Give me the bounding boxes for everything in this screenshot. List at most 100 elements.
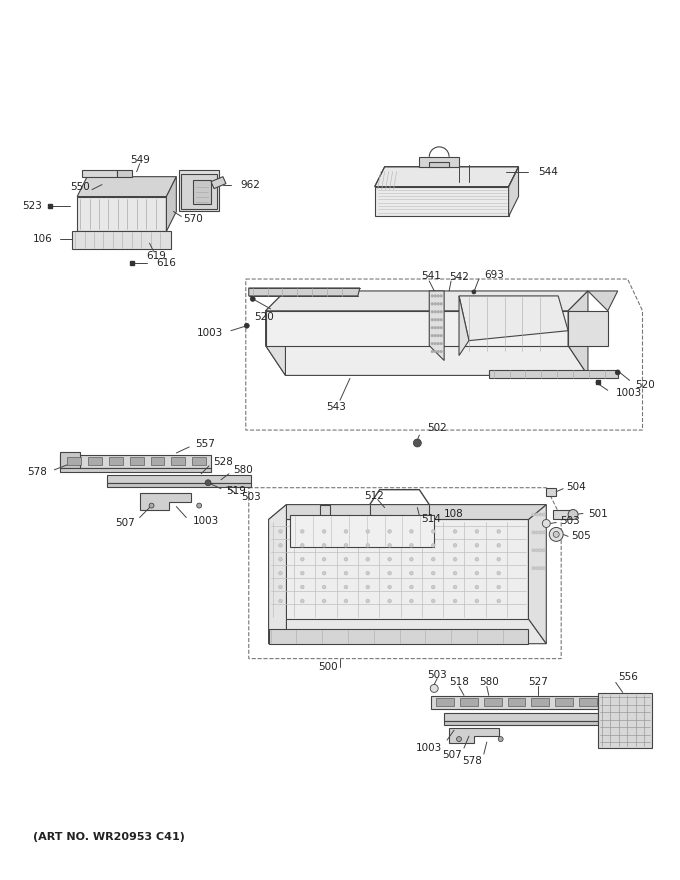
- Circle shape: [475, 599, 479, 603]
- Polygon shape: [375, 166, 519, 187]
- Text: 557: 557: [195, 439, 215, 449]
- Polygon shape: [290, 515, 435, 547]
- Circle shape: [279, 557, 282, 561]
- Circle shape: [149, 503, 154, 508]
- Text: 507: 507: [442, 750, 462, 760]
- Polygon shape: [266, 291, 588, 311]
- Circle shape: [497, 557, 500, 561]
- Circle shape: [434, 342, 437, 345]
- Circle shape: [454, 544, 457, 547]
- Polygon shape: [107, 475, 251, 483]
- Circle shape: [434, 295, 437, 297]
- Circle shape: [554, 532, 559, 538]
- Polygon shape: [429, 291, 444, 361]
- Circle shape: [301, 585, 304, 589]
- Polygon shape: [320, 504, 330, 519]
- Circle shape: [344, 557, 347, 561]
- Circle shape: [244, 323, 250, 328]
- Polygon shape: [139, 493, 191, 510]
- Circle shape: [434, 319, 437, 321]
- Polygon shape: [420, 157, 459, 166]
- Circle shape: [279, 544, 282, 547]
- Polygon shape: [489, 370, 617, 378]
- FancyBboxPatch shape: [507, 699, 526, 707]
- Text: 544: 544: [539, 166, 558, 177]
- Text: 519: 519: [226, 486, 245, 495]
- Text: (ART NO. WR20953 C41): (ART NO. WR20953 C41): [33, 832, 184, 842]
- Circle shape: [535, 531, 539, 534]
- Circle shape: [535, 567, 539, 569]
- Circle shape: [539, 567, 542, 569]
- Polygon shape: [588, 291, 617, 311]
- Circle shape: [437, 342, 439, 345]
- FancyBboxPatch shape: [67, 457, 81, 465]
- FancyBboxPatch shape: [150, 457, 165, 465]
- Circle shape: [388, 557, 392, 561]
- Circle shape: [430, 685, 438, 693]
- Circle shape: [431, 303, 433, 305]
- Circle shape: [454, 599, 457, 603]
- Text: 503: 503: [241, 492, 260, 502]
- Circle shape: [440, 303, 443, 305]
- Circle shape: [388, 530, 392, 533]
- Text: 578: 578: [27, 466, 48, 477]
- Circle shape: [301, 557, 304, 561]
- Text: 619: 619: [147, 251, 167, 261]
- Circle shape: [454, 585, 457, 589]
- Circle shape: [344, 599, 347, 603]
- Circle shape: [532, 567, 535, 569]
- Text: 1003: 1003: [416, 743, 442, 753]
- Polygon shape: [61, 455, 211, 468]
- Ellipse shape: [568, 510, 578, 519]
- Polygon shape: [269, 519, 528, 619]
- Circle shape: [409, 585, 413, 589]
- Text: 504: 504: [566, 481, 586, 492]
- Polygon shape: [77, 196, 167, 231]
- Circle shape: [475, 585, 479, 589]
- Circle shape: [535, 513, 539, 516]
- Circle shape: [454, 571, 457, 575]
- Circle shape: [431, 585, 435, 589]
- Polygon shape: [528, 504, 546, 643]
- Circle shape: [543, 531, 545, 534]
- Polygon shape: [568, 291, 588, 376]
- Circle shape: [472, 290, 476, 294]
- Text: 502: 502: [427, 423, 447, 433]
- Circle shape: [388, 585, 392, 589]
- FancyBboxPatch shape: [88, 457, 102, 465]
- Text: 503: 503: [427, 670, 447, 679]
- Text: 550: 550: [70, 181, 90, 192]
- Polygon shape: [61, 468, 211, 472]
- Polygon shape: [211, 177, 226, 188]
- Circle shape: [440, 342, 443, 345]
- Text: 542: 542: [449, 272, 469, 282]
- Text: 543: 543: [326, 402, 346, 412]
- Circle shape: [440, 326, 443, 329]
- Circle shape: [535, 549, 539, 552]
- Text: 556: 556: [617, 672, 638, 683]
- Polygon shape: [444, 714, 598, 722]
- Circle shape: [388, 599, 392, 603]
- Circle shape: [539, 531, 542, 534]
- Circle shape: [543, 519, 550, 527]
- Polygon shape: [431, 696, 598, 709]
- Polygon shape: [72, 231, 171, 249]
- Circle shape: [498, 737, 503, 742]
- Circle shape: [431, 544, 435, 547]
- Polygon shape: [269, 619, 546, 643]
- Polygon shape: [61, 452, 80, 468]
- Circle shape: [344, 530, 347, 533]
- Circle shape: [539, 513, 542, 516]
- Text: 520: 520: [254, 312, 273, 322]
- Circle shape: [440, 334, 443, 337]
- FancyBboxPatch shape: [130, 457, 143, 465]
- Text: 1003: 1003: [615, 388, 642, 399]
- Text: 962: 962: [241, 180, 260, 189]
- Polygon shape: [269, 629, 528, 643]
- Circle shape: [431, 326, 433, 329]
- Text: 108: 108: [444, 509, 464, 518]
- Circle shape: [250, 297, 255, 301]
- FancyBboxPatch shape: [436, 699, 454, 707]
- Circle shape: [475, 544, 479, 547]
- Circle shape: [409, 530, 413, 533]
